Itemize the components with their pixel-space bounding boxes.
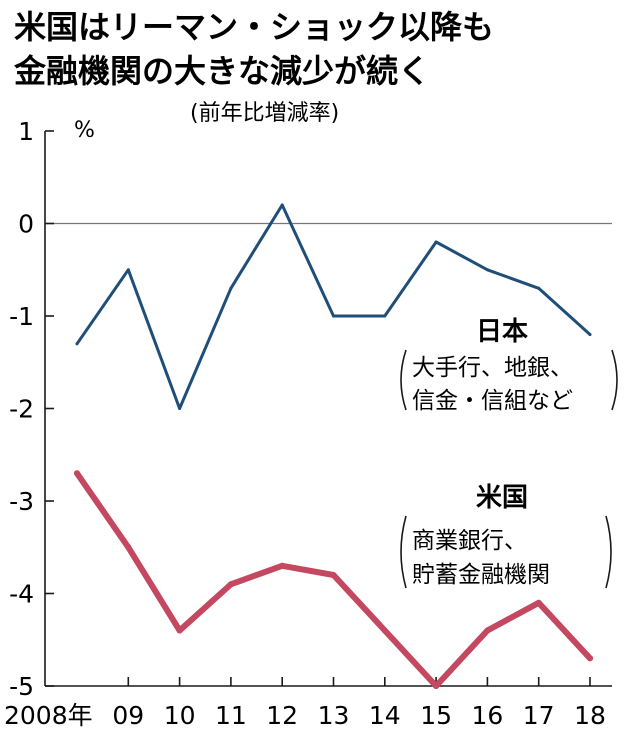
chart-title-line-1: 米国はリーマン・ショック以降も xyxy=(14,8,494,46)
legend-japan-open-paren xyxy=(400,349,407,411)
x-tick-label: 18 xyxy=(574,701,606,730)
y-tick-label: -3 xyxy=(9,487,34,516)
data-point-japan xyxy=(280,203,284,207)
data-point-us xyxy=(535,599,542,606)
legend-us-name: 米国 xyxy=(476,483,528,513)
legend-japan: 日本 大手行、地銀、 信金・信組など xyxy=(400,317,618,414)
legend-us-open-paren xyxy=(400,515,407,589)
x-tick-label: 10 xyxy=(164,701,196,730)
y-tick-label: -1 xyxy=(9,302,34,331)
legend-us-note-line-2: 貯蓄金融機関 xyxy=(412,562,550,588)
chart-subtitle: (前年比増減率) xyxy=(190,101,339,126)
legend-us-note-line-1: 商業銀行、 xyxy=(412,528,527,554)
data-point-us xyxy=(279,562,286,569)
x-tick-label: 17 xyxy=(523,701,555,730)
x-tick-label: 11 xyxy=(215,701,247,730)
x-tick-label: 15 xyxy=(420,701,452,730)
legend-japan-note-line-1: 大手行、地銀、 xyxy=(412,355,573,381)
y-tick-label: -5 xyxy=(9,672,34,701)
data-point-us xyxy=(587,655,593,662)
legend-japan-name: 日本 xyxy=(476,317,528,347)
data-point-us xyxy=(484,627,491,634)
y-tick-label: -4 xyxy=(9,580,34,609)
legend-japan-note-line-2: 信金・信組など xyxy=(412,388,573,414)
data-point-japan xyxy=(537,286,541,290)
chart-title-line-2: 金融機関の大きな減少が続く xyxy=(13,52,430,90)
x-tick-label: 2008年 xyxy=(4,701,93,730)
data-point-japan xyxy=(383,314,387,318)
y-tick-label: 0 xyxy=(18,210,34,239)
data-point-japan xyxy=(75,342,79,346)
data-point-japan xyxy=(332,314,335,318)
data-point-us xyxy=(74,470,80,477)
x-tick-label: 13 xyxy=(318,701,350,730)
data-point-us xyxy=(176,627,183,634)
legend-us-close-paren xyxy=(605,515,612,589)
y-tick-label: -2 xyxy=(9,395,34,424)
data-point-us xyxy=(227,581,234,588)
data-point-us xyxy=(381,627,388,634)
x-tick-label: 12 xyxy=(266,701,298,730)
data-point-japan xyxy=(126,268,130,272)
data-point-us xyxy=(125,544,132,551)
data-point-japan xyxy=(588,333,592,336)
data-point-us xyxy=(433,683,440,689)
x-tick-label: 16 xyxy=(471,701,503,730)
data-point-japan xyxy=(434,240,438,244)
data-point-japan xyxy=(229,286,233,290)
y-axis-unit: % xyxy=(74,118,95,143)
legend-us: 米国 商業銀行、 貯蓄金融機関 xyxy=(400,483,612,589)
data-point-japan xyxy=(485,268,489,272)
x-tick-label: 14 xyxy=(369,701,401,730)
y-tick-label: 1 xyxy=(18,117,34,146)
x-tick-label: 09 xyxy=(112,701,144,730)
data-point-japan xyxy=(178,407,182,410)
legend-japan-close-paren xyxy=(611,349,618,411)
data-point-us xyxy=(330,572,337,578)
